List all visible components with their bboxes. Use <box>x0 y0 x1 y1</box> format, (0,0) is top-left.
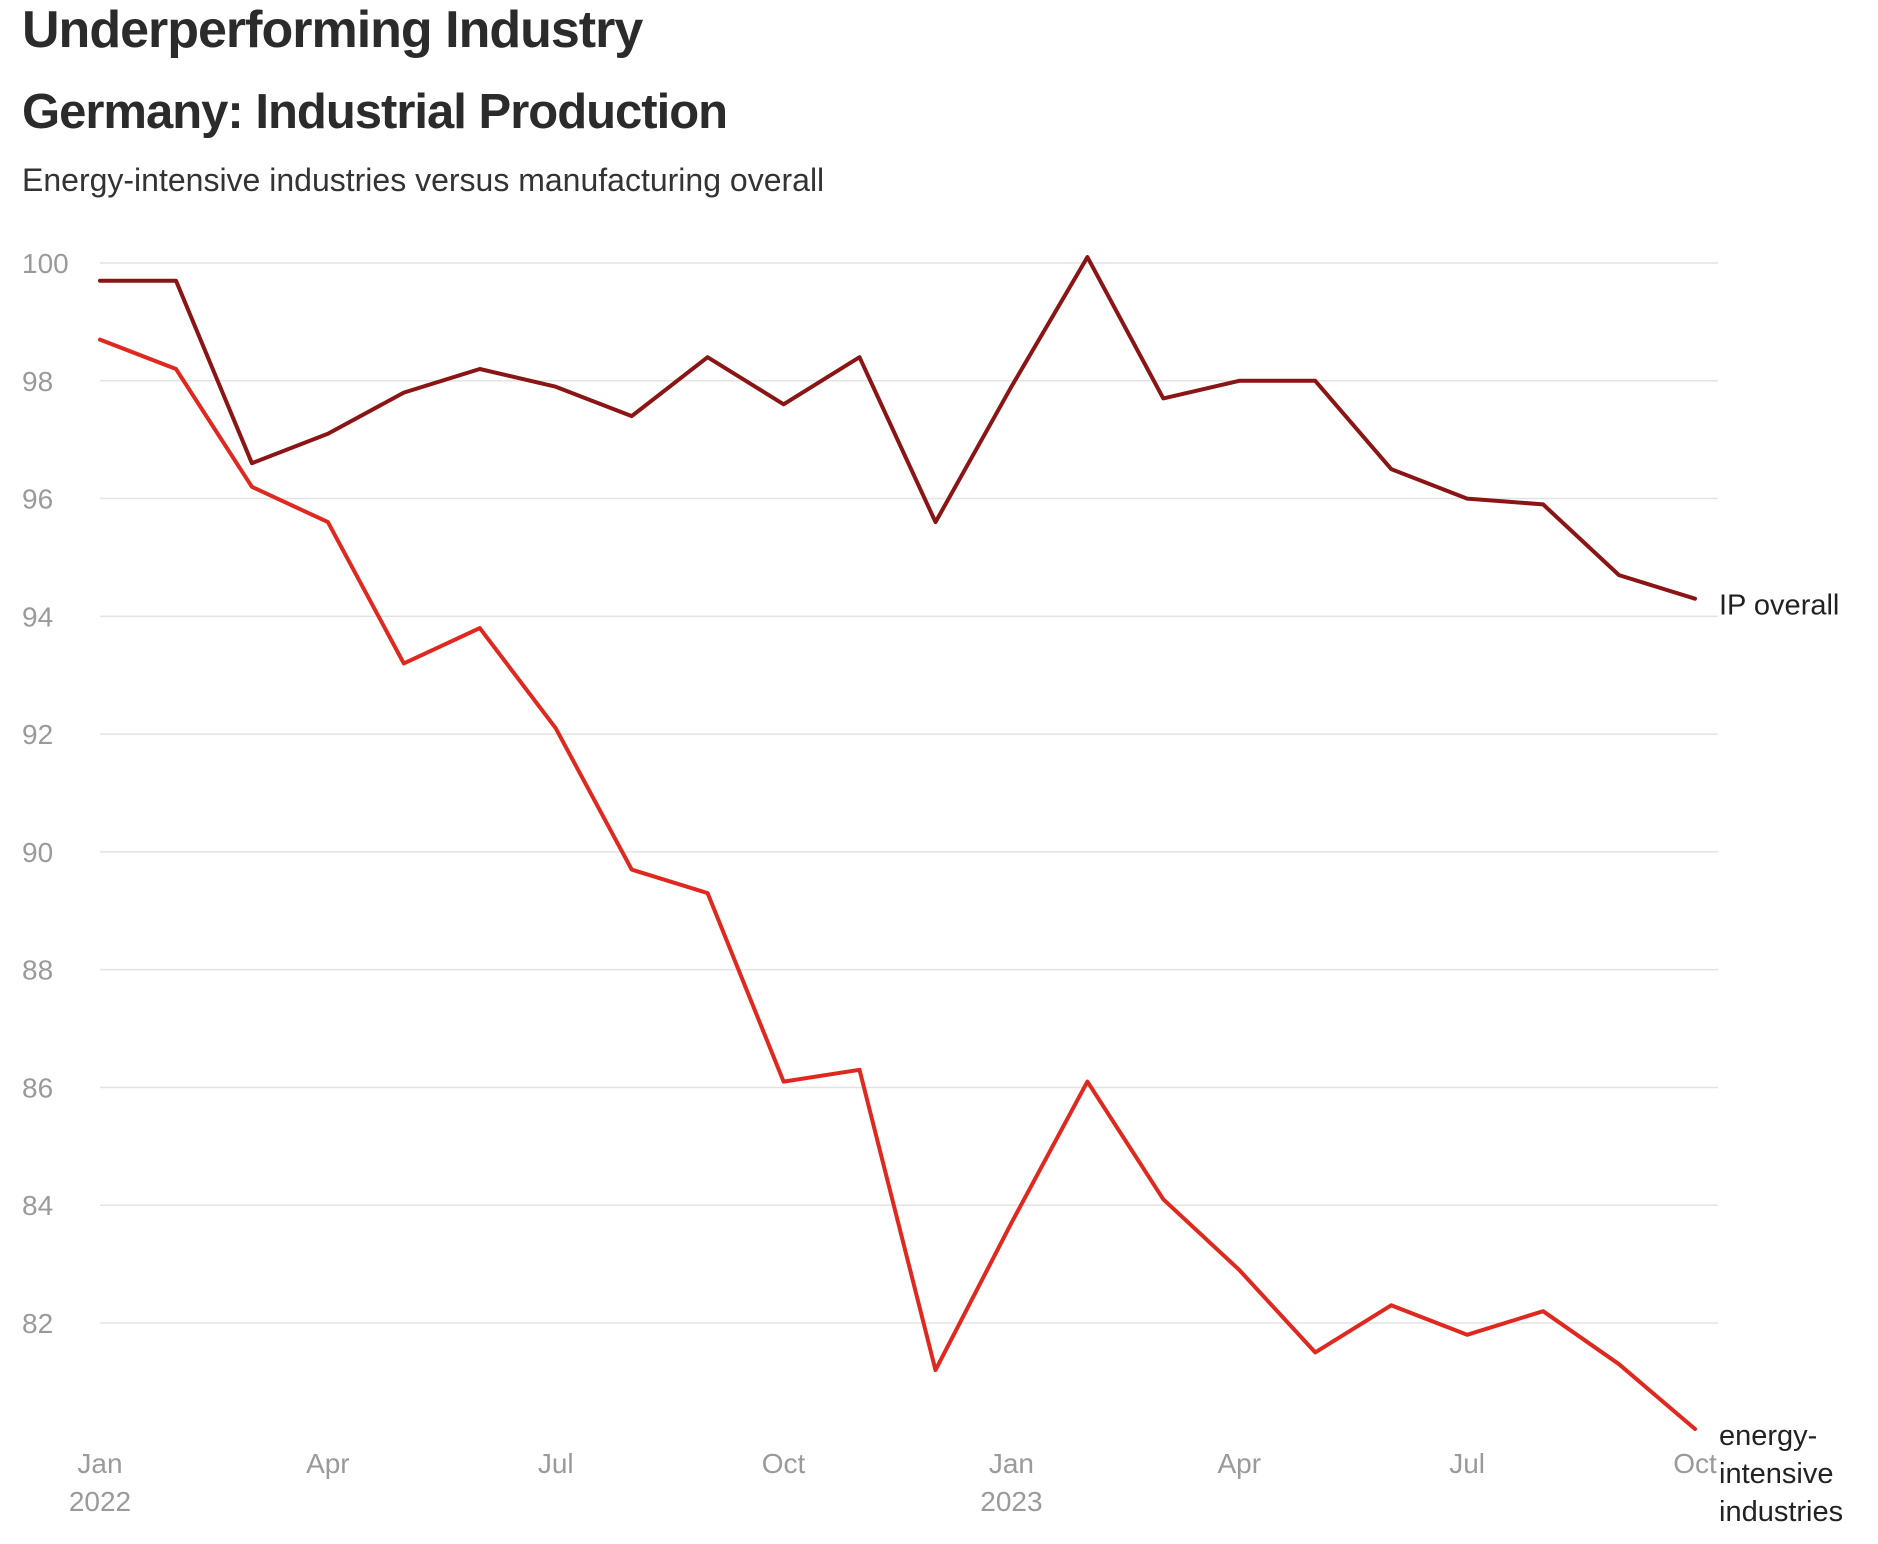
x-tick-label: Jul <box>1449 1448 1485 1479</box>
series-line-energy-intensive-industries <box>98 337 1697 1431</box>
y-tick-label: 98 <box>22 366 53 397</box>
x-tick-label: Apr <box>306 1448 350 1479</box>
x-tick-label: Apr <box>1217 1448 1261 1479</box>
x-tick-label: Jul <box>538 1448 574 1479</box>
series-labels: IP overall energy-intensive industries <box>1719 590 1843 1528</box>
chart-subtitle: Germany: Industrial Production <box>22 85 728 139</box>
chart-description: Energy-intensive industries versus manuf… <box>22 162 825 198</box>
y-axis: 82 84 86 88 90 92 94 96 98 100 <box>22 248 69 1339</box>
x-tick-label: Jan 2023 <box>980 1448 1042 1517</box>
chart-title: Underperforming Industry <box>22 1 643 59</box>
y-tick-label: 94 <box>22 601 53 632</box>
y-tick-label: 84 <box>22 1190 53 1221</box>
y-tick-label: 96 <box>22 484 53 515</box>
y-tick-label: 86 <box>22 1072 53 1103</box>
x-axis: Jan 2022 Apr Jul Oct Jan 2023 Apr Jul Oct <box>69 1448 1717 1517</box>
y-tick-label: 92 <box>22 719 53 750</box>
x-tick-label: Oct <box>762 1448 806 1479</box>
y-tick-label: 100 <box>22 248 69 279</box>
y-tick-label: 82 <box>22 1308 53 1339</box>
series-label-energy-intensive-industries: energy-intensive industries <box>1719 1420 1843 1528</box>
series-lines <box>98 255 1697 1431</box>
y-tick-label: 90 <box>22 837 53 868</box>
y-tick-label: 88 <box>22 955 53 986</box>
x-tick-label: Oct <box>1673 1448 1717 1479</box>
series-label-ip-overall: IP overall <box>1719 590 1839 622</box>
x-tick-label: Jan 2022 <box>69 1448 131 1517</box>
gridlines <box>100 262 1718 1324</box>
series-line-ip-overall <box>98 255 1697 601</box>
